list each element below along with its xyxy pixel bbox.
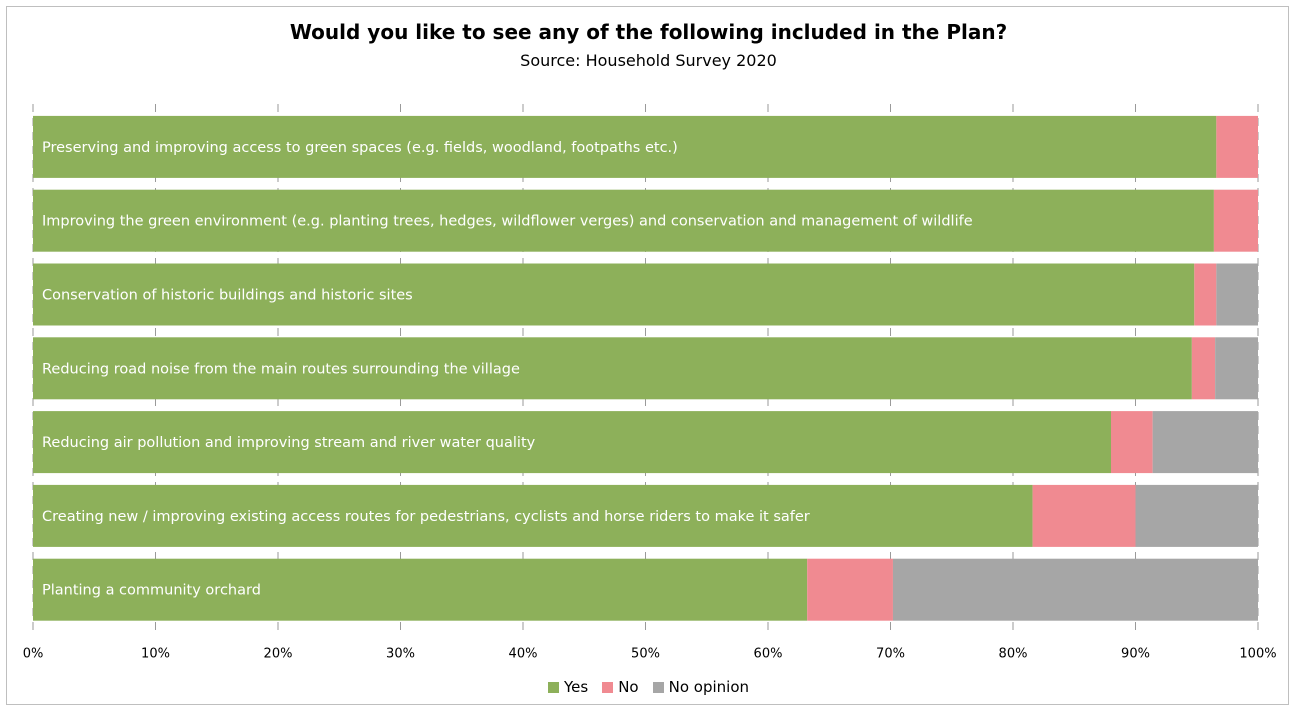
chart-title: Would you like to see any of the followi… [289,20,1008,44]
bar-segment-yes [33,115,1217,178]
category-label: Creating new / improving existing access… [42,509,810,525]
bar-segment-no [1216,115,1258,178]
bar-segment-yes [33,337,1192,400]
x-tick-label: 10% [141,647,170,662]
x-tick-label: 20% [264,647,293,662]
bar-segment-no [1191,337,1216,400]
x-tick-label: 50% [631,647,660,662]
bar-segment-no [1032,484,1136,547]
bar-segment-no-opinion [1215,337,1258,400]
bar-segment-no [1111,411,1153,474]
bars [33,115,1258,621]
bar-segment-no-opinion [1216,263,1258,326]
x-tick-label: 90% [1121,647,1150,662]
category-label: Conservation of historic buildings and h… [42,288,413,304]
x-tick-label: 100% [1239,647,1276,662]
x-tick-label: 30% [386,647,415,662]
bar-segment-no [1194,263,1217,326]
x-tick-label: 70% [876,647,905,662]
bar-segment-no-opinion [892,558,1258,621]
legend-label: Yes [563,678,589,696]
category-label: Improving the green environment (e.g. pl… [42,214,973,230]
bar-segment-yes [33,189,1214,252]
legend-item-no-opinion: No opinion [652,678,749,696]
bar-segment-no [807,558,893,621]
bar-segment-yes [33,411,1111,474]
x-tick-label: 40% [509,647,538,662]
bar-segment-no-opinion [1152,411,1258,474]
legend-swatch [547,681,559,693]
bar-segment-yes [33,558,808,621]
category-label: Planting a community orchard [42,583,261,599]
x-tick-label: 60% [754,647,783,662]
category-labels: Preserving and improving access to green… [42,140,973,599]
x-tick-label: 0% [23,647,44,662]
category-label: Reducing road noise from the main routes… [42,361,520,377]
legend-swatch [602,681,614,693]
legend: Yes No No opinion [0,678,1297,696]
legend-item-yes: Yes [547,678,589,696]
x-tick-label: 80% [999,647,1028,662]
bar-segment-no [1213,189,1258,252]
category-label: Preserving and improving access to green… [42,140,678,156]
bar-segment-yes [33,484,1033,547]
legend-label: No opinion [668,678,749,696]
bar-segment-yes [33,263,1195,326]
x-axis-ticks: 0% 10% 20% 30% 40% 50% 60% 70% 80% 90% 100% [23,647,1277,662]
legend-item-no: No [602,678,639,696]
legend-label: No [618,678,639,696]
bar-segment-no-opinion [1135,484,1258,547]
legend-swatch [652,681,664,693]
chart-subtitle: Source: Household Survey 2020 [520,51,777,70]
category-label: Reducing air pollution and improving str… [42,435,536,451]
